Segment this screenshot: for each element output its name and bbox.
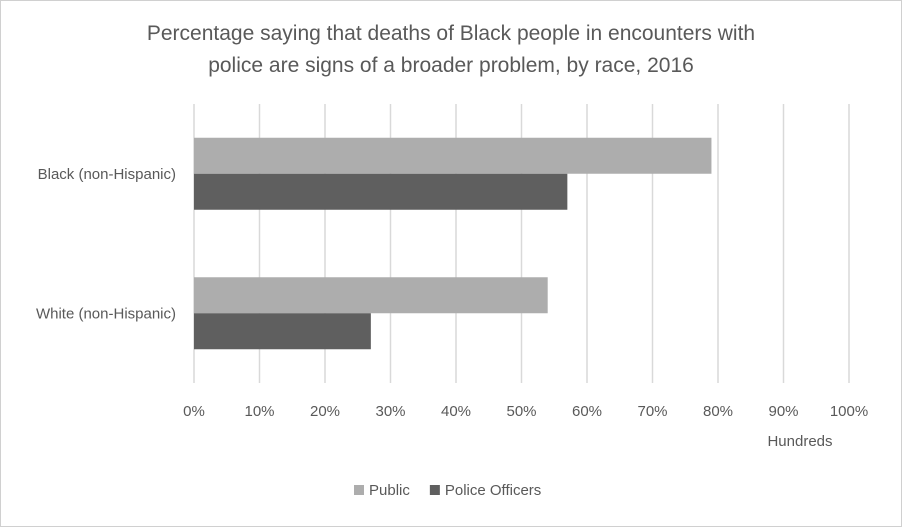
x-tick-label: 100% <box>830 403 868 420</box>
legend-label: Police Officers <box>445 482 541 499</box>
bar-public-1 <box>194 137 712 174</box>
x-tick-label: 80% <box>703 403 733 420</box>
chart-title-line1: Percentage saying that deaths of Black p… <box>147 22 755 45</box>
x-tick-label: 50% <box>506 403 536 420</box>
bars <box>194 137 712 350</box>
x-unit-label: Hundreds <box>767 433 832 450</box>
x-tick-label: 30% <box>375 403 405 420</box>
category-label: White (non-Hispanic) <box>36 305 176 322</box>
x-tick-label: 10% <box>244 403 274 420</box>
x-tick-label: 20% <box>310 403 340 420</box>
legend-label: Public <box>369 482 410 499</box>
x-tick-labels: 0% 10% 20% 30% 40% 50% 60% 70% 80% 90% 100% <box>183 403 868 420</box>
bar-police-officers-1 <box>194 173 568 210</box>
category-labels: Black (non-Hispanic) White (non-Hispanic) <box>36 166 176 323</box>
bar-police-officers-2 <box>194 313 371 350</box>
x-tick-label: 90% <box>768 403 798 420</box>
chart-title-line2: police are signs of a broader problem, b… <box>208 54 694 77</box>
category-label: Black (non-Hispanic) <box>38 166 176 183</box>
x-tick-label: 40% <box>441 403 471 420</box>
x-tick-label: 60% <box>572 403 602 420</box>
legend-swatch <box>354 485 364 495</box>
legend: Public Police Officers <box>354 482 541 499</box>
x-tick-label: 0% <box>183 403 205 420</box>
bar-public-2 <box>194 277 548 314</box>
x-tick-label: 70% <box>637 403 667 420</box>
legend-swatch <box>429 485 440 495</box>
